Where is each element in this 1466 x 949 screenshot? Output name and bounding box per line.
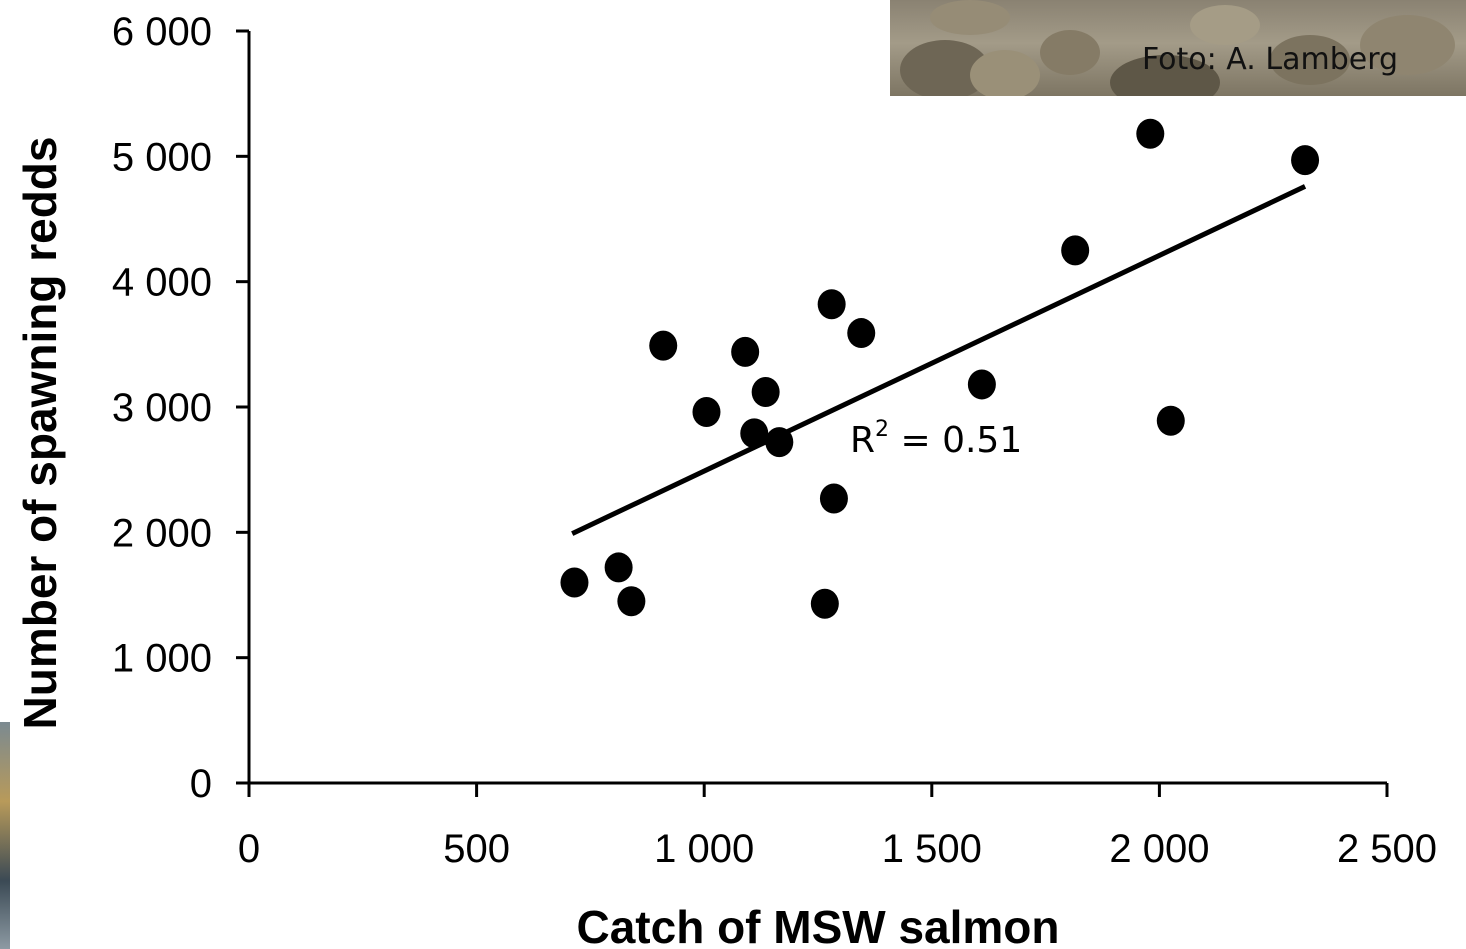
data-point	[967, 369, 996, 400]
r-squared-value: = 0.51	[889, 420, 1022, 461]
data-point	[847, 318, 876, 349]
data-point	[1291, 145, 1320, 176]
data-points	[560, 118, 1320, 619]
x-tick-label: 1 500	[882, 827, 982, 871]
tick-labels: 0 500 1 000 1 500 2 000 2 500 0 1 000 2 000 3 000…	[112, 10, 1437, 871]
x-tick-label: 1 000	[654, 827, 754, 871]
y-tick-label: 6 000	[112, 10, 212, 54]
data-point	[649, 330, 678, 361]
data-point	[1061, 235, 1090, 266]
river-photo: Foto: A. Lamberg	[890, 0, 1466, 96]
data-point	[1156, 405, 1185, 436]
data-point	[1136, 118, 1165, 149]
data-point	[617, 586, 646, 617]
r-squared-superscript: 2	[875, 417, 889, 442]
data-point	[740, 418, 769, 449]
y-tick-label: 0	[190, 762, 212, 806]
x-tick-label: 2 500	[1337, 827, 1437, 871]
x-tick-label: 2 000	[1109, 827, 1209, 871]
y-tick-label: 2 000	[112, 511, 212, 555]
data-point	[817, 289, 846, 320]
data-point	[560, 567, 589, 598]
y-tick-label: 4 000	[112, 261, 212, 305]
data-point	[819, 483, 848, 514]
photo-fragment	[0, 722, 10, 949]
data-point	[604, 552, 633, 583]
data-point	[810, 588, 839, 619]
trendline	[571, 184, 1307, 536]
y-axis-title: Number of spawning redds	[14, 137, 66, 730]
data-point	[731, 336, 760, 367]
y-tick-label: 1 000	[112, 637, 212, 681]
data-point	[751, 376, 780, 407]
axes	[236, 29, 1389, 797]
photo-credit: Foto: A. Lamberg	[1142, 42, 1399, 77]
y-tick-label: 3 000	[112, 386, 212, 430]
y-tick-label: 5 000	[112, 135, 212, 179]
x-axis-title: Catch of MSW salmon	[576, 901, 1059, 949]
x-tick-label: 500	[443, 827, 510, 871]
data-point	[692, 397, 721, 428]
r-squared-annotation: R2 = 0.51	[850, 417, 1022, 461]
data-point	[765, 427, 794, 458]
x-tick-label: 0	[238, 827, 260, 871]
r-squared-label: R	[850, 420, 875, 461]
